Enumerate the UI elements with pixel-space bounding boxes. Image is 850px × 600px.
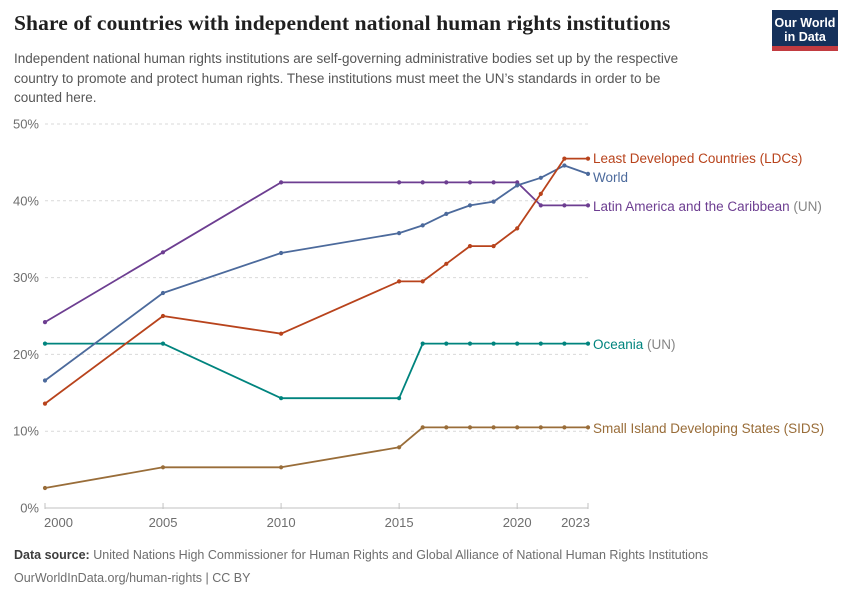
subtitle-line: country to promote and protect human rig… — [14, 70, 661, 86]
owid-logo[interactable]: Our World in Data — [772, 10, 838, 51]
series-label-small-island-developing-states-sids[interactable]: Small Island Developing States (SIDS) — [593, 421, 824, 436]
data-point-small-island-developing-states-sids-2010[interactable] — [279, 465, 284, 470]
x-axis-label-2000: 2000 — [44, 515, 73, 530]
data-point-latin-america-and-the-caribbean-un-2000[interactable] — [42, 320, 48, 325]
data-point-oceania-un-2000[interactable] — [42, 341, 48, 346]
data-point-oceania-un-2020[interactable] — [515, 341, 520, 346]
data-point-world-2010[interactable] — [279, 250, 284, 256]
data-point-small-island-developing-states-sids-2022[interactable] — [562, 425, 567, 430]
series-label-latin-america-and-the-caribbean-un[interactable]: Latin America and the Caribbean (UN) — [593, 199, 822, 214]
data-point-least-developed-countries-ldcs-2019[interactable] — [491, 244, 496, 249]
series-label-least-developed-countries-ldcs[interactable]: Least Developed Countries (LDCs) — [593, 151, 802, 166]
data-point-small-island-developing-states-sids-2019[interactable] — [491, 425, 496, 430]
data-point-oceania-un-2018[interactable] — [467, 341, 473, 346]
data-point-latin-america-and-the-caribbean-un-2023[interactable] — [585, 203, 591, 208]
data-point-latin-america-and-the-caribbean-un-2018[interactable] — [467, 180, 473, 185]
data-point-latin-america-and-the-caribbean-un-2010[interactable] — [279, 180, 284, 185]
data-point-latin-america-and-the-caribbean-un-2022[interactable] — [562, 203, 567, 208]
data-point-least-developed-countries-ldcs-2000[interactable] — [42, 401, 48, 406]
data-point-world-2023[interactable] — [585, 171, 591, 176]
data-point-world-2018[interactable] — [467, 203, 473, 208]
data-point-latin-america-and-the-caribbean-un-2019[interactable] — [491, 180, 496, 185]
series-line-least-developed-countries-ldcs[interactable] — [44, 157, 589, 405]
data-point-least-developed-countries-ldcs-2018[interactable] — [467, 244, 473, 249]
data-point-world-2019[interactable] — [491, 199, 496, 204]
data-point-latin-america-and-the-caribbean-un-2020[interactable] — [515, 180, 520, 185]
y-axis-label-30: 30% — [13, 270, 39, 285]
y-axis-label-0: 0% — [20, 501, 39, 516]
data-point-oceania-un-2015[interactable] — [397, 396, 402, 401]
data-point-small-island-developing-states-sids-2018[interactable] — [467, 425, 473, 430]
data-point-small-island-developing-states-sids-2023[interactable] — [585, 425, 591, 430]
data-point-world-2000[interactable] — [42, 378, 48, 383]
data-point-least-developed-countries-ldcs-2017[interactable] — [444, 261, 449, 266]
page-title: Share of countries with independent nati… — [14, 11, 671, 35]
data-point-oceania-un-2022[interactable] — [562, 341, 567, 346]
data-point-oceania-un-2016[interactable] — [420, 341, 425, 346]
data-point-latin-america-and-the-caribbean-un-2005[interactable] — [160, 250, 166, 255]
data-point-oceania-un-2021[interactable] — [538, 341, 543, 346]
data-point-small-island-developing-states-sids-2021[interactable] — [538, 425, 543, 430]
data-source-label: Data source: — [14, 548, 90, 562]
y-axis-label-40: 40% — [13, 193, 39, 208]
x-axis-label-2005: 2005 — [149, 515, 178, 530]
chart-subtitle: Independent national human rights instit… — [14, 49, 794, 108]
data-point-small-island-developing-states-sids-2005[interactable] — [160, 465, 166, 470]
data-point-world-2022[interactable] — [562, 163, 567, 168]
series-line-oceania-un[interactable] — [44, 342, 589, 400]
data-point-oceania-un-2005[interactable] — [160, 341, 166, 346]
data-point-latin-america-and-the-caribbean-un-2021[interactable] — [538, 203, 543, 208]
data-point-oceania-un-2010[interactable] — [279, 396, 284, 401]
series-line-world[interactable] — [44, 164, 589, 382]
data-point-least-developed-countries-ldcs-2022[interactable] — [562, 156, 567, 161]
data-point-latin-america-and-the-caribbean-un-2016[interactable] — [420, 180, 425, 185]
series-label-oceania-un[interactable]: Oceania (UN) — [593, 337, 676, 352]
data-point-latin-america-and-the-caribbean-un-2017[interactable] — [444, 180, 449, 185]
data-point-least-developed-countries-ldcs-2016[interactable] — [420, 279, 425, 284]
data-point-least-developed-countries-ldcs-2015[interactable] — [397, 279, 402, 284]
data-point-least-developed-countries-ldcs-2023[interactable] — [585, 156, 591, 161]
y-axis-label-50: 50% — [13, 117, 39, 132]
data-point-world-2015[interactable] — [397, 231, 402, 236]
data-point-world-2017[interactable] — [444, 211, 449, 216]
data-point-least-developed-countries-ldcs-2021[interactable] — [538, 191, 543, 196]
data-point-small-island-developing-states-sids-2000[interactable] — [42, 485, 48, 491]
subtitle-line: Independent national human rights instit… — [14, 51, 679, 66]
y-axis-label-20: 20% — [13, 347, 39, 362]
data-point-world-2016[interactable] — [420, 223, 425, 228]
chart-footer: Data source: United Nations High Commiss… — [14, 544, 708, 589]
series-line-small-island-developing-states-sids[interactable] — [44, 426, 589, 489]
x-axis-label-2023: 2023 — [561, 515, 590, 530]
data-point-latin-america-and-the-caribbean-un-2015[interactable] — [397, 180, 402, 185]
data-point-world-2005[interactable] — [160, 290, 166, 296]
data-point-oceania-un-2017[interactable] — [444, 341, 449, 346]
series-line-latin-america-and-the-caribbean-un[interactable] — [44, 181, 589, 324]
data-point-world-2021[interactable] — [538, 175, 543, 180]
data-point-oceania-un-2019[interactable] — [491, 341, 496, 346]
data-point-world-2020[interactable] — [515, 183, 520, 188]
data-source-text: United Nations High Commissioner for Hum… — [93, 548, 709, 562]
owid-logo-line2: in Data — [784, 30, 826, 44]
x-axis-label-2020: 2020 — [503, 515, 532, 530]
data-point-small-island-developing-states-sids-2016[interactable] — [420, 425, 425, 430]
data-point-oceania-un-2023[interactable] — [585, 341, 591, 346]
subtitle-line: counted here. — [14, 90, 97, 105]
data-point-least-developed-countries-ldcs-2020[interactable] — [515, 226, 520, 231]
x-axis-label-2015: 2015 — [385, 515, 414, 530]
data-point-least-developed-countries-ldcs-2005[interactable] — [160, 313, 166, 319]
data-point-small-island-developing-states-sids-2020[interactable] — [515, 425, 520, 430]
data-point-small-island-developing-states-sids-2015[interactable] — [397, 445, 402, 450]
series-label-world[interactable]: World — [593, 170, 628, 185]
data-point-small-island-developing-states-sids-2017[interactable] — [444, 425, 449, 430]
owid-logo-line1: Our World — [774, 16, 836, 30]
data-source-line: Data source: United Nations High Commiss… — [14, 544, 708, 567]
data-point-least-developed-countries-ldcs-2010[interactable] — [279, 331, 284, 336]
x-axis-label-2010: 2010 — [267, 515, 296, 530]
y-axis-label-10: 10% — [13, 424, 39, 439]
license-line: OurWorldInData.org/human-rights | CC BY — [14, 570, 251, 585]
